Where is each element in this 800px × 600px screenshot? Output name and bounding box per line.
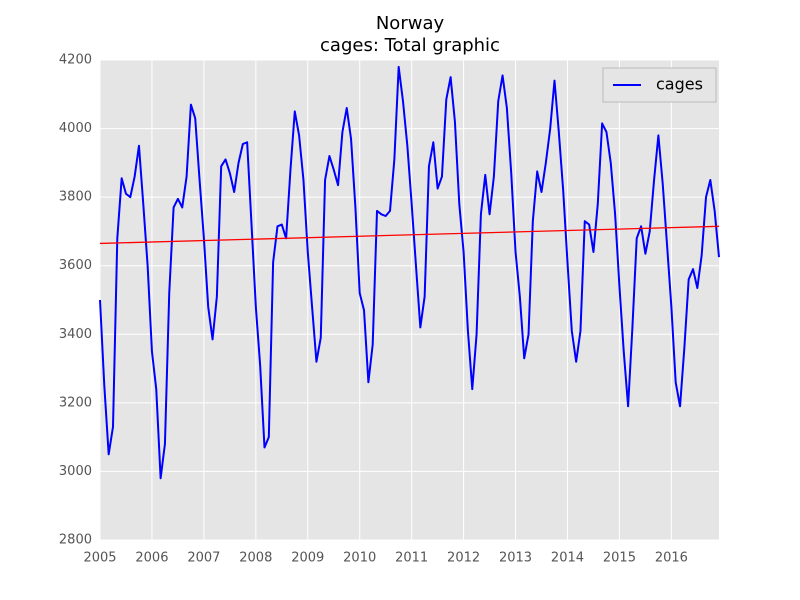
x-tick-label: 2006	[135, 551, 168, 566]
y-tick-label: 2800	[59, 533, 92, 548]
y-tick-label: 3600	[59, 258, 92, 273]
y-tick-label: 3400	[59, 327, 92, 342]
x-tick-label: 2014	[551, 551, 584, 566]
x-tick-label: 2016	[655, 551, 688, 566]
y-tick-label: 4000	[59, 121, 92, 136]
x-tick-label: 2012	[447, 551, 480, 566]
x-tick-label: 2010	[343, 551, 376, 566]
grid	[99, 59, 719, 541]
x-tick-label: 2008	[239, 551, 272, 566]
x-tick-label: 2009	[291, 551, 324, 566]
plot-area	[100, 60, 719, 540]
trend-line	[99, 225, 720, 245]
y-tick-label: 3200	[59, 395, 92, 410]
chart-title: Norway	[376, 13, 445, 34]
y-tick-label: 4200	[59, 53, 92, 68]
x-tick-label: 2011	[395, 551, 428, 566]
chart-subtitle: cages: Total graphic	[320, 35, 500, 56]
x-tick-label: 2015	[603, 551, 636, 566]
x-tick-label: 2013	[499, 551, 532, 566]
y-tick-label: 3800	[59, 190, 92, 205]
legend-label: cages	[656, 75, 703, 94]
data-line	[99, 65, 720, 480]
marks	[99, 65, 720, 480]
y-tick-label: 3000	[59, 464, 92, 479]
x-tick-label: 2005	[83, 551, 116, 566]
x-tick-label: 2007	[187, 551, 220, 566]
